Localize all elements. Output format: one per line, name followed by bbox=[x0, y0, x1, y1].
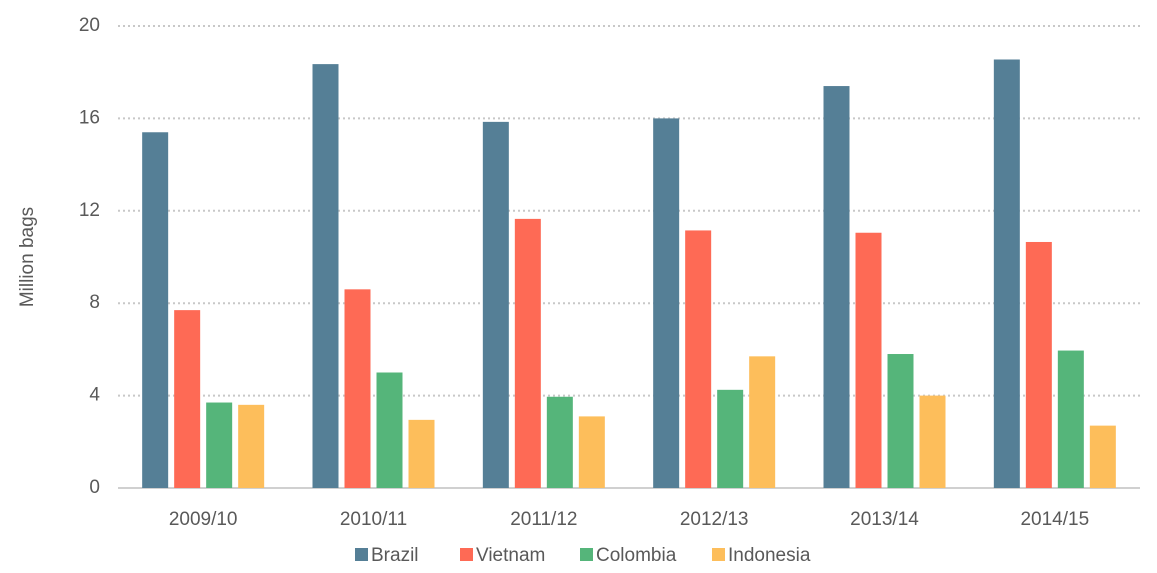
x-tick-label: 2014/15 bbox=[1020, 509, 1089, 530]
x-tick-label: 2011/12 bbox=[510, 509, 577, 530]
bar bbox=[993, 59, 1020, 489]
bar bbox=[653, 118, 680, 489]
bar bbox=[514, 218, 541, 488]
bar bbox=[717, 389, 744, 488]
y-tick-label: 4 bbox=[89, 385, 100, 406]
legend-swatch bbox=[355, 548, 368, 561]
bar bbox=[1025, 241, 1052, 488]
legend-label: Vietnam bbox=[476, 545, 545, 566]
y-tick-label: 16 bbox=[79, 107, 100, 128]
bar bbox=[919, 395, 946, 488]
bar bbox=[206, 402, 233, 488]
bar bbox=[376, 372, 403, 488]
bar bbox=[546, 396, 573, 488]
bar bbox=[887, 354, 914, 488]
bar bbox=[238, 404, 265, 488]
x-tick-label: 2012/13 bbox=[680, 509, 749, 530]
bar bbox=[174, 310, 201, 488]
bar bbox=[482, 121, 509, 489]
x-tick-label: 2009/10 bbox=[169, 509, 238, 530]
x-tick-label: 2010/11 bbox=[340, 509, 407, 530]
legend-swatch bbox=[580, 548, 593, 561]
bar bbox=[344, 289, 371, 488]
bar bbox=[1089, 425, 1116, 488]
bar bbox=[408, 419, 435, 488]
bar bbox=[685, 230, 712, 488]
y-axis-label: Million bags bbox=[17, 207, 38, 307]
bar bbox=[1057, 350, 1084, 488]
bar bbox=[142, 132, 169, 488]
legend-label: Indonesia bbox=[728, 545, 811, 566]
bar bbox=[855, 232, 882, 488]
y-tick-label: 12 bbox=[79, 200, 100, 221]
legend-swatch bbox=[460, 548, 473, 561]
bar bbox=[749, 356, 776, 488]
y-tick-label: 0 bbox=[89, 477, 100, 498]
legend-swatch bbox=[712, 548, 725, 561]
legend-label: Brazil bbox=[371, 545, 419, 566]
y-tick-label: 8 bbox=[89, 292, 100, 313]
bar bbox=[578, 416, 605, 488]
y-tick-label: 20 bbox=[79, 15, 100, 36]
x-tick-label: 2013/14 bbox=[850, 509, 919, 530]
bar bbox=[312, 64, 339, 489]
bar bbox=[823, 86, 850, 488]
legend-label: Colombia bbox=[596, 545, 677, 566]
